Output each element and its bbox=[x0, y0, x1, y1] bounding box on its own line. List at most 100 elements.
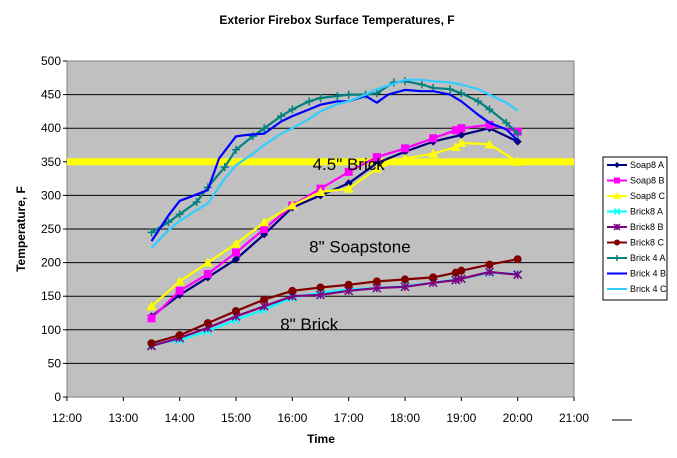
x-tick-label: 20:00 bbox=[503, 411, 533, 425]
square-marker bbox=[372, 153, 381, 162]
triangle-marker bbox=[146, 301, 157, 311]
square-marker bbox=[344, 167, 353, 176]
annotation-label: 8" Brick bbox=[280, 315, 338, 334]
star-marker bbox=[456, 274, 466, 284]
diamond-marker bbox=[614, 162, 620, 168]
circle-marker bbox=[401, 275, 409, 284]
plus-marker bbox=[232, 145, 240, 154]
triangle-marker bbox=[231, 238, 241, 248]
circle-marker bbox=[457, 266, 466, 275]
x-tick-label: 16:00 bbox=[277, 411, 307, 425]
y-tick-label: 200 bbox=[41, 256, 61, 270]
triangle-marker bbox=[343, 183, 354, 193]
plus-marker bbox=[485, 105, 494, 114]
x-marker bbox=[613, 207, 621, 216]
star-marker bbox=[315, 290, 326, 300]
plus-marker bbox=[474, 97, 483, 106]
x-tick-label: 13:00 bbox=[108, 411, 138, 425]
triangle-marker bbox=[484, 139, 495, 149]
plus-marker bbox=[164, 218, 173, 227]
square-marker bbox=[429, 134, 438, 143]
circle-marker bbox=[485, 260, 494, 269]
legend-label: Brick8 B bbox=[630, 222, 664, 232]
legend-label: Brick 4 C bbox=[630, 284, 667, 294]
circle-marker bbox=[316, 283, 325, 292]
y-tick-label: 500 bbox=[41, 54, 61, 68]
circle-marker bbox=[203, 319, 212, 328]
annotation-label: 8" Soapstone bbox=[309, 238, 411, 257]
star-marker bbox=[484, 267, 495, 277]
series-layer bbox=[146, 77, 523, 351]
square-marker bbox=[147, 314, 156, 323]
plus-marker bbox=[417, 80, 426, 89]
legend-label: Soap8 C bbox=[630, 191, 666, 201]
star-marker bbox=[613, 223, 621, 231]
square-marker bbox=[614, 177, 620, 184]
x-axis-title: Time bbox=[307, 432, 335, 446]
triangle-marker bbox=[428, 148, 439, 158]
plus-marker bbox=[288, 105, 297, 114]
y-tick-label: 150 bbox=[41, 289, 61, 303]
diamond-marker bbox=[232, 255, 240, 264]
plus-marker bbox=[147, 228, 156, 237]
y-axis-ticks: 0 50 100 150 200 250 300 350 400 450 500 bbox=[41, 54, 67, 404]
legend: Soap8 A Soap8 B Soap8 C Brick8 A Brick8 B Bri… bbox=[602, 156, 668, 301]
star-marker bbox=[372, 283, 382, 293]
plus-marker bbox=[344, 90, 353, 99]
plus-marker bbox=[175, 210, 184, 219]
circle-marker bbox=[288, 286, 297, 295]
triangle-marker bbox=[512, 156, 523, 166]
plus-marker bbox=[220, 163, 229, 172]
chart-title: Exterior Firebox Surface Temperatures, F bbox=[219, 13, 454, 27]
circle-marker bbox=[147, 339, 156, 348]
triangle-marker bbox=[613, 192, 621, 199]
series-group bbox=[147, 255, 522, 348]
x-tick-label: 21:00 bbox=[559, 411, 589, 425]
y-axis-title: Temperature, F bbox=[14, 186, 28, 272]
star-marker bbox=[400, 282, 410, 292]
plus-marker bbox=[513, 129, 522, 138]
plus-marker bbox=[502, 118, 511, 127]
y-tick-label: 100 bbox=[41, 323, 61, 337]
series-line bbox=[150, 78, 519, 249]
annotations: 4.5" Brick 8" Soapstone 8" Brick bbox=[280, 155, 410, 334]
circle-marker bbox=[232, 306, 240, 315]
circle-marker bbox=[429, 273, 438, 282]
square-marker bbox=[485, 120, 494, 129]
x-tick-label: 17:00 bbox=[334, 411, 364, 425]
square-marker bbox=[401, 144, 409, 153]
x-tick-label: 12:00 bbox=[52, 411, 82, 425]
square-marker bbox=[260, 225, 269, 233]
y-tick-label: 0 bbox=[54, 390, 61, 404]
triangle-marker bbox=[259, 217, 270, 227]
y-tick-label: 50 bbox=[48, 356, 62, 370]
triangle-marker bbox=[456, 137, 467, 147]
plus-marker bbox=[260, 124, 269, 133]
diamond-marker bbox=[344, 179, 353, 188]
series-line bbox=[150, 88, 519, 242]
y-tick-label: 400 bbox=[41, 121, 61, 135]
y-tick-label: 250 bbox=[41, 222, 61, 236]
series-group bbox=[150, 88, 519, 242]
plus-marker bbox=[446, 85, 455, 94]
circle-marker bbox=[344, 280, 353, 289]
series-group bbox=[150, 78, 519, 249]
plus-marker bbox=[372, 89, 381, 98]
y-tick-label: 350 bbox=[41, 155, 61, 169]
star-marker bbox=[259, 301, 269, 311]
x-tick-label: 15:00 bbox=[221, 411, 251, 425]
y-tick-label: 450 bbox=[41, 88, 61, 102]
plus-marker bbox=[305, 97, 314, 106]
legend-label: Brick 4 A bbox=[630, 253, 666, 263]
plus-marker bbox=[192, 198, 201, 207]
series-group bbox=[147, 77, 522, 237]
plus-marker bbox=[277, 112, 286, 121]
series-group bbox=[146, 137, 523, 311]
legend-label: Soap8 A bbox=[630, 160, 664, 170]
diamond-marker bbox=[372, 159, 381, 168]
triangle-marker bbox=[371, 163, 382, 173]
circle-marker bbox=[260, 295, 269, 304]
x-tick-label: 18:00 bbox=[390, 411, 420, 425]
legend-label: Brick8 A bbox=[630, 207, 663, 217]
